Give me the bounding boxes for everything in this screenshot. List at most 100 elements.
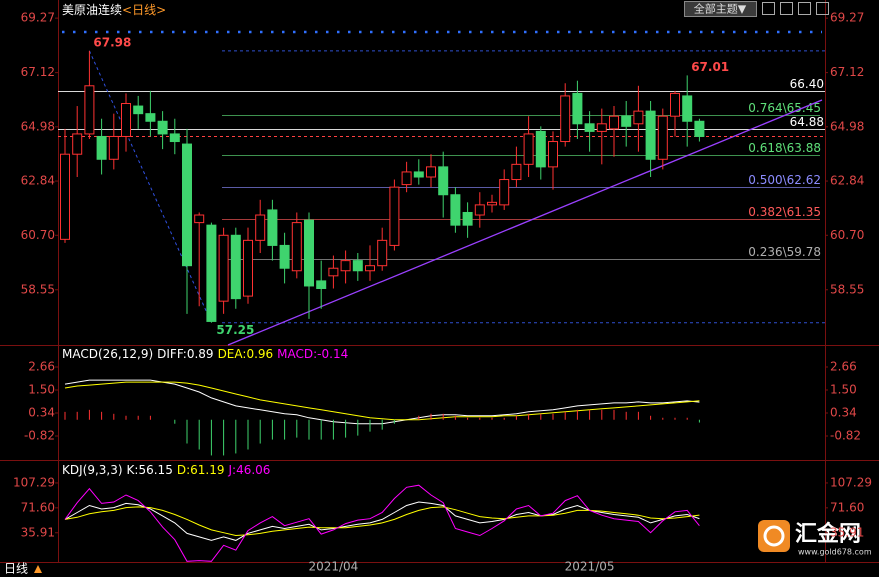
- legend-value: 46.06: [236, 463, 270, 477]
- legend-name: J:: [227, 463, 236, 477]
- candle-body: [609, 115, 619, 130]
- candle-body: [291, 222, 302, 272]
- indicator-title: KDJ(9,3,3): [62, 463, 123, 477]
- candle-body: [255, 214, 266, 241]
- tool-icon[interactable]: [780, 2, 793, 15]
- candle-body: [438, 166, 449, 196]
- candle-body: [560, 95, 571, 143]
- candle-body: [462, 211, 473, 226]
- y-tick-label: 69.27: [21, 11, 55, 25]
- candle-body: [572, 92, 583, 125]
- candle-body: [645, 110, 656, 160]
- candle-body: [474, 204, 485, 216]
- y-tick-label: 58.55: [21, 282, 55, 296]
- y-tick-label: 107.29: [13, 475, 55, 489]
- candle-body: [72, 133, 83, 155]
- candle-body: [145, 113, 156, 122]
- candle-body: [352, 260, 363, 272]
- candle-body: [279, 244, 290, 269]
- title: 美原油连续: [62, 2, 122, 17]
- candle-body: [194, 214, 205, 224]
- y-tick-label: 0.34: [28, 406, 55, 420]
- legend-name: DIFF:: [157, 347, 187, 361]
- y-tick-label: 35.91: [21, 525, 55, 539]
- candle-body: [499, 179, 510, 206]
- candle-body: [633, 110, 644, 125]
- candle-body: [157, 120, 168, 135]
- footer: 日线: [4, 562, 42, 576]
- candle-body: [523, 133, 534, 165]
- candle-body: [450, 194, 461, 226]
- level-label: 66.40: [790, 77, 824, 91]
- logo-name: 汇金网: [795, 521, 861, 547]
- y-tick-label: 62.84: [21, 174, 55, 188]
- indicator-title: MACD(26,12,9): [62, 347, 153, 361]
- y-tick-label: 62.84: [830, 174, 864, 188]
- low-annotation: 57.25: [216, 323, 254, 337]
- theme-button[interactable]: [684, 1, 757, 17]
- y-tick-label: 2.66: [28, 360, 55, 374]
- y-tick-label: 107.29: [830, 475, 872, 489]
- trend-line: [227, 99, 823, 346]
- tool-icon[interactable]: [762, 2, 775, 15]
- y-tick-label: 64.98: [21, 119, 55, 133]
- candle-body: [694, 120, 705, 137]
- legend-name: MACD:: [277, 347, 317, 361]
- theme-button-label[interactable]: 全部主题▼: [694, 2, 747, 16]
- candle-body: [657, 115, 668, 160]
- y-tick-label: 71.60: [21, 500, 55, 514]
- x-tick-label: 2021/05: [565, 560, 615, 574]
- legend-value: -0.14: [317, 347, 348, 361]
- candle-body: [267, 209, 278, 246]
- legend-value: 56.15: [138, 463, 172, 477]
- candle-body: [401, 171, 412, 186]
- high-annotation: 67.98: [93, 35, 131, 49]
- candle-body: [511, 163, 522, 181]
- candle-body: [621, 115, 632, 127]
- chart-title: 美原油连续<日线>: [62, 2, 166, 17]
- candle-body: [377, 239, 388, 267]
- candle-body: [60, 153, 70, 240]
- y-tick-label: -0.82: [24, 429, 55, 443]
- candle-body: [413, 171, 424, 178]
- candle-body: [389, 186, 400, 246]
- candle-body: [218, 234, 229, 302]
- y-tick-label: 1.50: [830, 383, 857, 397]
- candle-body: [182, 143, 192, 267]
- legend-value: 0.96: [246, 347, 273, 361]
- candle-body: [243, 239, 253, 297]
- indicator-line: [64, 506, 700, 537]
- y-tick-label: 1.50: [28, 383, 55, 397]
- indicator-line: [64, 484, 700, 562]
- tool-icon[interactable]: [798, 2, 811, 15]
- candle-body: [340, 260, 351, 272]
- swing-line: [88, 50, 212, 323]
- fib-label: 0.764\65.45: [748, 101, 821, 115]
- logo: 汇金网 www.gold678.com: [758, 520, 872, 557]
- fib-label: 0.500\62.62: [748, 173, 821, 187]
- indicator-line: [64, 381, 700, 421]
- logo-icon: [758, 520, 790, 552]
- candle-body: [596, 123, 607, 132]
- tool-icon[interactable]: [816, 2, 829, 15]
- period-arrow[interactable]: [34, 565, 42, 573]
- y-tick-label: 58.55: [830, 282, 864, 296]
- period-label[interactable]: 日线: [4, 562, 28, 576]
- toolbar: 全部主题▼: [684, 1, 829, 17]
- fib-label: 0.618\63.88: [748, 141, 821, 155]
- indicator-legend: MACD(26,12,9) DIFF:0.89 DEA:0.96 MACD:-0.14: [62, 347, 348, 361]
- frame: [0, 0, 879, 563]
- candle-body: [365, 265, 375, 272]
- y-tick-label: 60.70: [21, 228, 55, 242]
- candle-body: [169, 133, 180, 143]
- y-tick-label: 64.98: [830, 119, 864, 133]
- candle-body: [487, 201, 497, 206]
- legend-name: K:: [127, 463, 139, 477]
- logo-mark: [763, 525, 785, 547]
- legend-value: 61.19: [190, 463, 224, 477]
- candle-body: [535, 130, 546, 168]
- y-tick-label: 71.60: [830, 500, 864, 514]
